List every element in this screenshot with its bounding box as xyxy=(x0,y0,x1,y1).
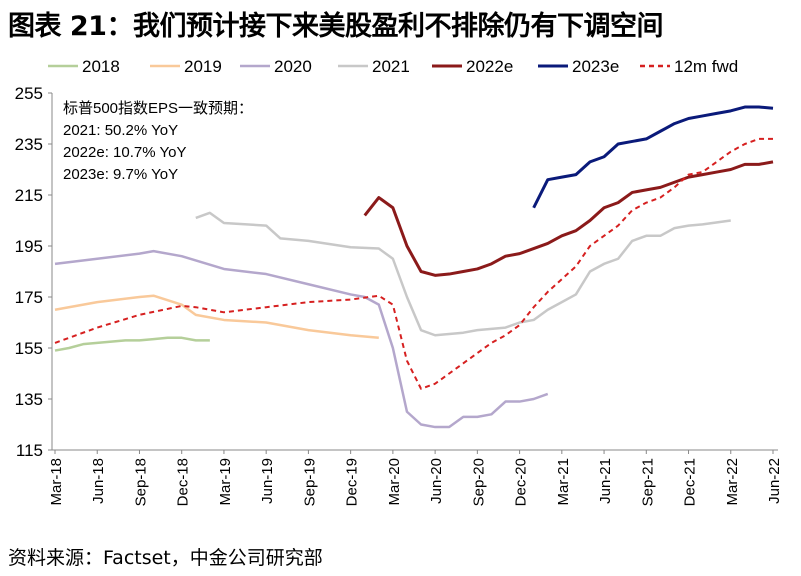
source-note: 资料来源：Factset，中金公司研究部 xyxy=(8,547,323,569)
legend-label: 2022e xyxy=(466,57,513,76)
x-tick-label: Mar-19 xyxy=(217,458,234,506)
legend-label: 2021 xyxy=(372,57,410,76)
x-tick-label: Jun-21 xyxy=(597,458,614,504)
x-tick-label: Jun-19 xyxy=(259,458,276,504)
chart-title: 图表 21：我们预计接下来美股盈利不排除仍有下调空间 xyxy=(8,11,663,42)
x-tick-label: Sep-18 xyxy=(132,458,149,506)
series-line-2020 xyxy=(54,249,549,429)
x-tick-label: Jun-18 xyxy=(90,458,107,504)
x-tick-label: Mar-21 xyxy=(555,458,572,506)
y-tick-label: 115 xyxy=(16,441,43,460)
y-tick-label: 135 xyxy=(15,390,43,409)
legend-label: 2018 xyxy=(82,57,120,76)
series-line-2019 xyxy=(54,294,379,340)
y-tick-label: 155 xyxy=(15,339,43,358)
x-tick-label: Dec-19 xyxy=(344,458,361,506)
series-line-2023e xyxy=(532,105,774,209)
annotation-line: 2022e: 10.7% YoY xyxy=(63,144,186,161)
series-line-2022e xyxy=(363,160,774,277)
x-tick-label: Dec-20 xyxy=(513,458,530,506)
x-tick-label: Jun-20 xyxy=(428,458,445,504)
x-tick-label: Dec-21 xyxy=(682,458,699,506)
annotation-line: 2021: 50.2% YoY xyxy=(63,122,178,139)
series-line-2018 xyxy=(54,336,210,352)
y-tick-label: 175 xyxy=(15,288,43,307)
legend-label: 2019 xyxy=(184,57,222,76)
annotation-line: 2023e: 9.7% YoY xyxy=(63,166,178,183)
x-tick-label: Jun-22 xyxy=(766,458,783,504)
y-tick-label: 255 xyxy=(15,84,43,103)
y-tick-label: 235 xyxy=(15,135,43,154)
legend-label: 2020 xyxy=(274,57,312,76)
x-tick-label: Sep-19 xyxy=(301,458,318,506)
x-tick-label: Sep-20 xyxy=(470,458,487,506)
series-line-2021 xyxy=(195,211,731,337)
legend-label: 2023e xyxy=(572,57,619,76)
x-tick-label: Dec-18 xyxy=(175,458,192,506)
y-tick-label: 195 xyxy=(15,237,43,256)
annotation-line: 标普500指数EPS一致预期： xyxy=(63,100,253,117)
x-tick-label: Mar-20 xyxy=(386,458,403,506)
x-tick-label: Mar-18 xyxy=(48,458,65,506)
legend-label: 12m fwd xyxy=(674,57,738,76)
x-tick-label: Mar-22 xyxy=(724,458,741,506)
y-tick-label: 215 xyxy=(15,186,43,205)
x-tick-label: Sep-21 xyxy=(639,458,656,506)
